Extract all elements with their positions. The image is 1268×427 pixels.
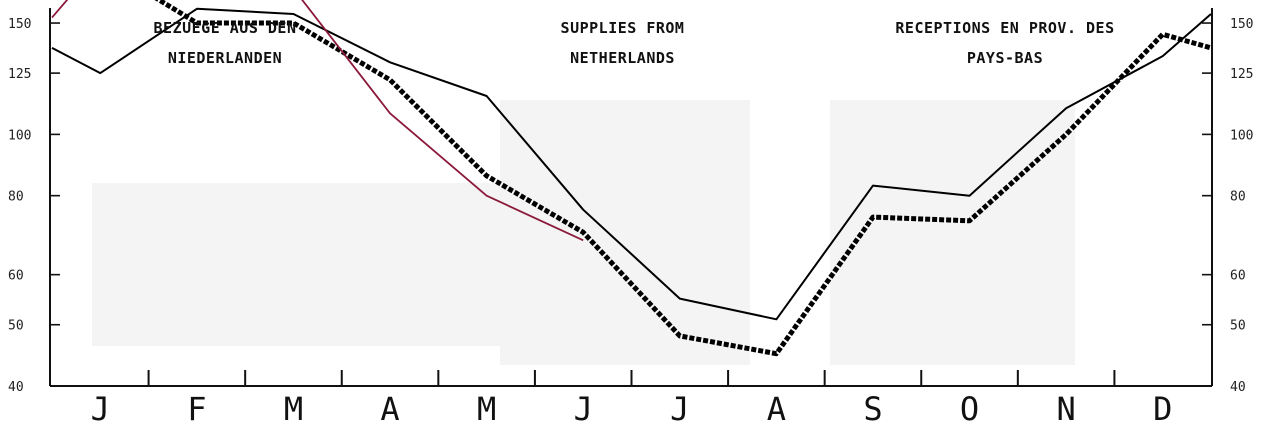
month-label: A	[380, 390, 399, 427]
chart-title-english-line-1: SUPPLIES FROM	[560, 19, 685, 37]
series-1-point	[776, 319, 778, 321]
month-label: N	[1056, 390, 1075, 427]
series-2-point	[776, 353, 778, 355]
y-tick-label-right: 125	[1230, 67, 1253, 82]
month-label: J	[91, 390, 110, 427]
series-1-point	[196, 8, 198, 10]
background-shade	[500, 100, 750, 365]
series-1-point	[389, 62, 391, 64]
y-tick-label-right: 80	[1230, 190, 1246, 205]
series-3-point	[51, 17, 53, 19]
background-shade	[830, 100, 1075, 365]
month-label: O	[960, 390, 979, 427]
y-tick-label-right: 40	[1230, 380, 1246, 395]
y-tick-label-left: 125	[8, 67, 31, 82]
month-label: S	[863, 390, 882, 427]
month-label: D	[1153, 390, 1172, 427]
series-1-point	[969, 195, 971, 197]
month-label: M	[477, 390, 496, 427]
series-2-point	[1162, 34, 1164, 36]
y-tick-label-right: 50	[1230, 319, 1246, 334]
y-tick-label-left: 60	[8, 269, 24, 284]
chart-title-german-line-1: BEZUEGE AUS DEN	[153, 19, 297, 37]
series-1-point	[679, 298, 681, 300]
y-tick-label-right: 60	[1230, 269, 1246, 284]
series-2-point	[486, 175, 488, 177]
y-tick-label-left: 50	[8, 319, 24, 334]
series-2-point	[389, 79, 391, 81]
y-tick-label-right: 150	[1230, 17, 1253, 32]
series-1-point	[1210, 13, 1212, 15]
series-2-point	[872, 216, 874, 218]
series-1-point	[1065, 107, 1067, 109]
series-2-point	[1065, 134, 1067, 136]
series-3-point	[486, 195, 488, 197]
y-tick-label-left: 80	[8, 190, 24, 205]
chart-title-french-line-1: RECEPTIONS EN PROV. DES	[895, 19, 1115, 37]
series-1-point	[486, 95, 488, 97]
chart-title-french-line-2: PAYS-BAS	[966, 49, 1044, 67]
chart-title-german-line-2: NIEDERLANDEN	[167, 49, 283, 67]
series-2-point	[969, 220, 971, 222]
chart-title-french: RECEPTIONS EN PROV. DES PAYS-BAS	[850, 13, 1160, 73]
month-label: J	[670, 390, 689, 427]
chart-title-english: SUPPLIES FROM NETHERLANDS	[500, 13, 745, 73]
y-tick-label-left: 150	[8, 17, 31, 32]
series-line-3	[51, 0, 584, 242]
y-tick-label-right: 100	[1230, 128, 1253, 143]
series-1-point	[1162, 55, 1164, 57]
chart-title-german: BEZUEGE AUS DEN NIEDERLANDEN	[100, 13, 350, 73]
series-line-1	[51, 7, 1212, 321]
series-3-point	[389, 113, 391, 115]
series-line-2	[154, 0, 1212, 357]
y-tick-label-left: 40	[8, 380, 24, 395]
series-1-point	[872, 185, 874, 187]
series-2-point	[679, 335, 681, 337]
chart-title-english-line-2: NETHERLANDS	[570, 49, 675, 67]
month-label: A	[767, 390, 786, 427]
series-2-point	[1210, 47, 1212, 49]
series-3-point	[582, 240, 584, 242]
background-shade	[92, 183, 502, 346]
month-label: M	[284, 390, 303, 427]
y-tick-label-left: 100	[8, 128, 31, 143]
series-1-point	[582, 209, 584, 211]
series-2-point	[582, 232, 584, 234]
month-label: J	[574, 390, 593, 427]
series-1-point	[51, 47, 53, 49]
month-label: F	[187, 390, 206, 427]
